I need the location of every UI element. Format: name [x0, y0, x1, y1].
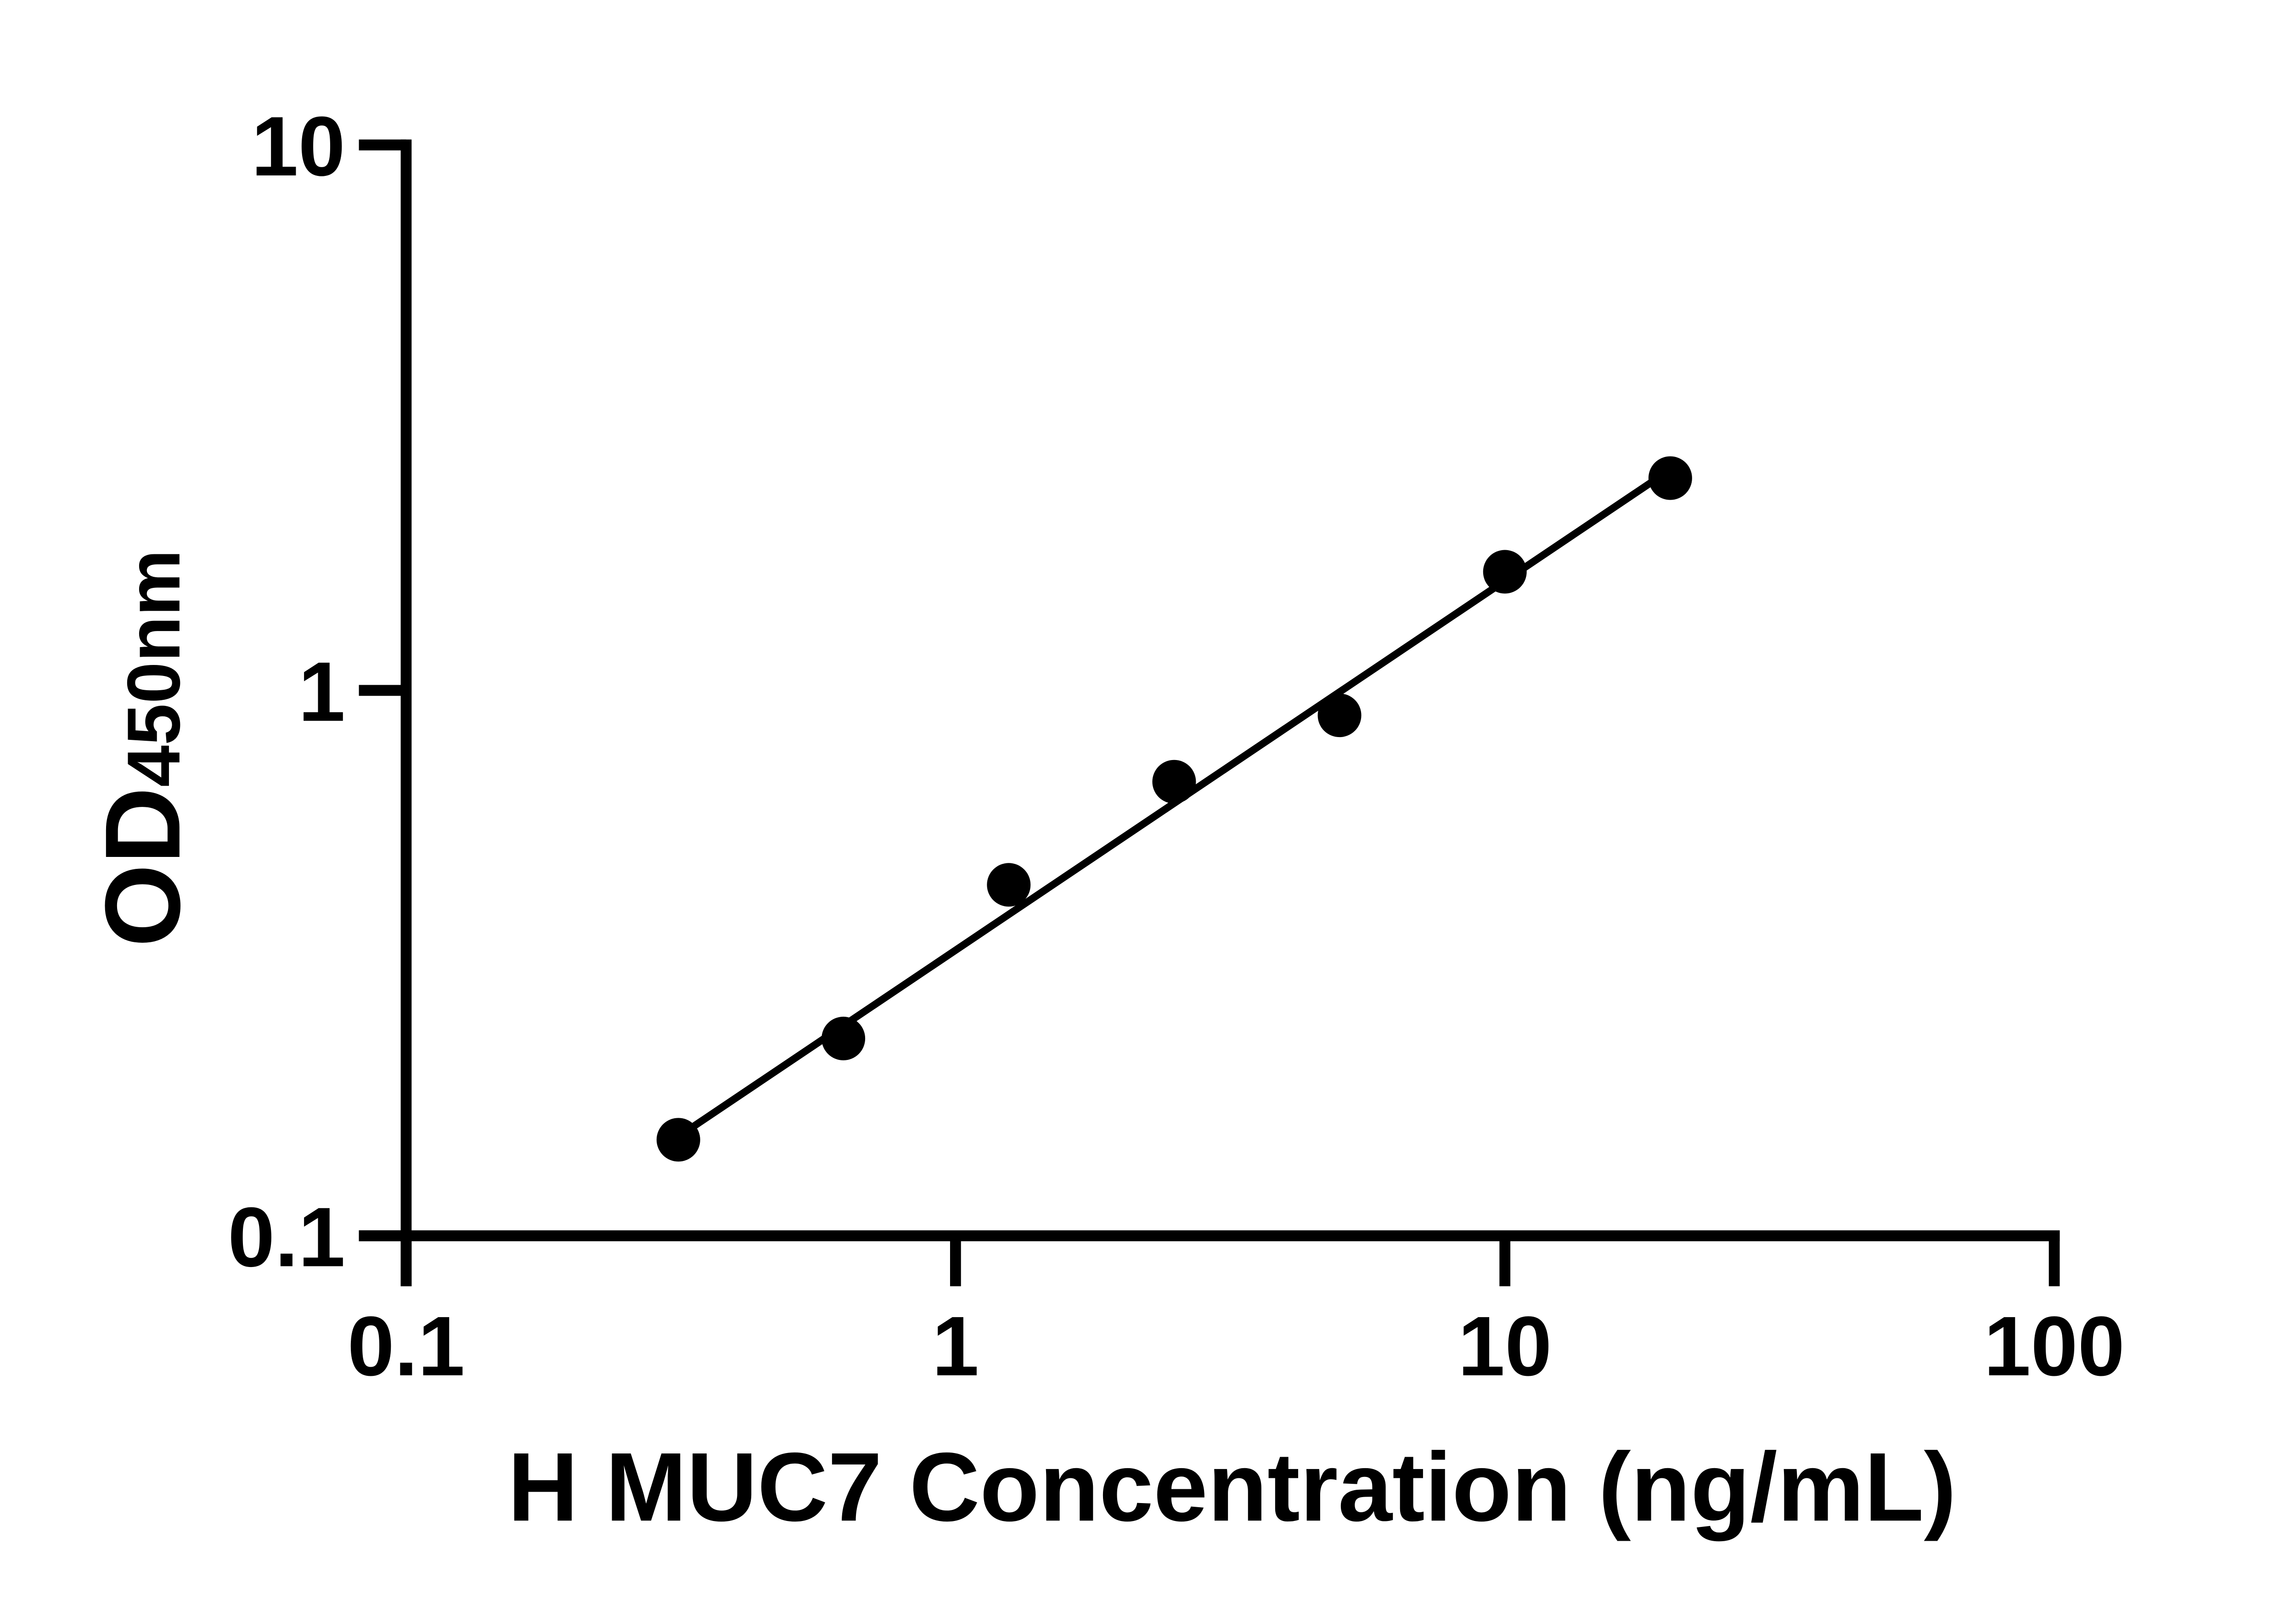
y-axis-title: OD450nm: [84, 550, 203, 947]
plot-root: 0.1 1 10 0.1 1 10 100 H MUC7 Concentration (ng/…: [84, 99, 2125, 1542]
x-axis-title: H MUC7 Concentration (ng/mL): [508, 1432, 1957, 1542]
data-point: [1317, 693, 1362, 738]
y-axis-title-main: OD: [84, 787, 203, 947]
y-tick-label: 1: [298, 644, 345, 739]
data-point: [1152, 760, 1196, 804]
x-tick-label: 10: [1458, 1299, 1552, 1393]
y-tick-label: 0.1: [228, 1189, 345, 1284]
x-tick-label: 100: [1984, 1299, 2125, 1393]
data-point: [822, 1016, 866, 1060]
data-point: [1483, 550, 1527, 594]
data-point: [987, 863, 1031, 907]
x-tick-label: 0.1: [348, 1299, 465, 1393]
data-point: [1648, 456, 1692, 500]
y-tick-label: 10: [251, 99, 345, 193]
x-tick-label: 1: [932, 1299, 979, 1393]
y-axis-title-sub: 450nm: [112, 550, 196, 787]
data-point: [656, 1118, 700, 1162]
